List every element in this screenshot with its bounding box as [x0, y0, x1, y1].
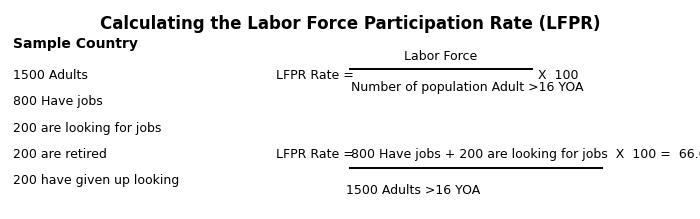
Text: 200 have given up looking: 200 have given up looking — [13, 174, 179, 187]
Text: 200 are retired: 200 are retired — [13, 148, 106, 161]
Text: X  100: X 100 — [538, 69, 578, 82]
Text: 1500 Adults >16 YOA: 1500 Adults >16 YOA — [346, 184, 480, 197]
Text: 1500 Adults: 1500 Adults — [13, 69, 87, 82]
Text: 200 are looking for jobs: 200 are looking for jobs — [13, 122, 161, 135]
Text: LFPR Rate =: LFPR Rate = — [276, 148, 354, 161]
Text: Number of population Adult >16 YOA: Number of population Adult >16 YOA — [351, 81, 584, 94]
Text: LFPR Rate =: LFPR Rate = — [276, 69, 354, 82]
Text: Labor Force: Labor Force — [405, 50, 477, 64]
Text: Sample Country: Sample Country — [13, 37, 137, 51]
Text: 800 Have jobs + 200 are looking for jobs  X  100 =  66.67: 800 Have jobs + 200 are looking for jobs… — [351, 148, 700, 161]
Text: Calculating the Labor Force Participation Rate (LFPR): Calculating the Labor Force Participatio… — [99, 15, 601, 33]
Text: 800 Have jobs: 800 Have jobs — [13, 95, 102, 108]
